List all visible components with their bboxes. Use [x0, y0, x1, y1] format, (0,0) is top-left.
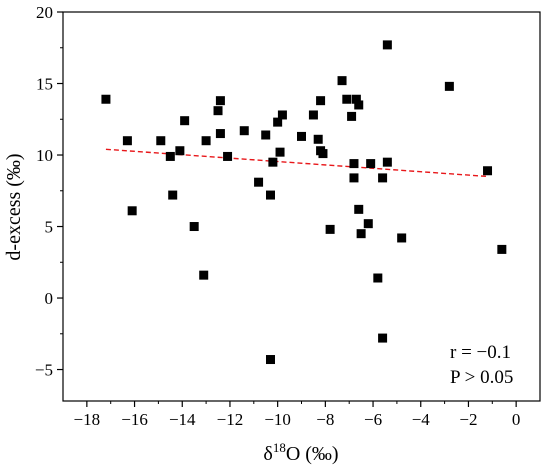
data-points [101, 40, 507, 365]
data-point [199, 270, 209, 280]
data-point [497, 244, 507, 254]
data-point [175, 146, 185, 156]
data-point [373, 273, 383, 283]
data-point [156, 136, 166, 146]
y-tick-label: 0 [45, 289, 54, 308]
y-ticks: −5 0 5 10 15 20 [35, 3, 63, 380]
data-point [122, 136, 132, 146]
x-tick-label: −16 [121, 410, 148, 429]
data-point [215, 129, 225, 139]
x-tick-label: −4 [412, 410, 431, 429]
data-point [397, 233, 407, 243]
data-point [337, 76, 347, 86]
data-point [268, 157, 278, 167]
data-point [213, 106, 223, 116]
data-point [316, 96, 326, 106]
data-point [165, 151, 175, 161]
data-point [189, 222, 199, 232]
data-point [483, 166, 493, 176]
data-point [215, 96, 225, 106]
data-point [261, 130, 271, 140]
data-point [349, 159, 359, 169]
x-ticks: −18 −16 −14 −12 −10 −8 −6 −4 −2 0 [74, 401, 521, 429]
data-point [378, 333, 388, 343]
trend-line [105, 148, 488, 178]
data-point [349, 173, 359, 183]
x-tick-label: −14 [169, 410, 196, 429]
data-point [351, 94, 361, 104]
y-tick-label: 10 [36, 146, 53, 165]
data-point [308, 110, 318, 120]
data-point [444, 81, 454, 91]
data-point [273, 117, 283, 127]
data-point [382, 40, 392, 50]
y-tick-label: 5 [45, 218, 54, 237]
data-point [297, 131, 306, 141]
data-point [342, 94, 352, 104]
data-point [239, 126, 249, 136]
x-axis-title-main: δ [263, 443, 272, 465]
data-point [277, 110, 287, 120]
data-point [325, 224, 335, 234]
y-tick-label: −5 [35, 361, 53, 380]
x-axis-title-rest: O (‰) [286, 443, 339, 465]
data-point [180, 116, 190, 126]
data-point [318, 149, 328, 159]
x-axis-title: δ18O (‰) [263, 440, 338, 465]
data-point [354, 100, 364, 110]
data-point [201, 136, 211, 146]
x-tick-label: −10 [264, 410, 291, 429]
data-point [254, 177, 264, 187]
data-point [265, 190, 275, 200]
data-point [313, 134, 323, 144]
data-point [347, 111, 357, 121]
x-tick-label: −8 [316, 410, 334, 429]
data-point [354, 204, 364, 214]
data-point [223, 151, 233, 161]
x-tick-label: −12 [217, 410, 244, 429]
y-axis-title: d-excess (‰) [3, 153, 25, 260]
x-axis-title-sup: 18 [273, 440, 286, 455]
x-tick-label: −18 [74, 410, 101, 429]
data-point [127, 206, 137, 216]
x-tick-label: −6 [364, 410, 382, 429]
x-tick-label: 0 [512, 410, 521, 429]
x-tick-label: −2 [459, 410, 477, 429]
data-point [168, 190, 178, 200]
y-tick-label: 15 [36, 75, 53, 94]
data-point [101, 94, 111, 104]
data-point [366, 159, 376, 169]
data-point [363, 219, 373, 229]
data-point [382, 157, 392, 167]
data-point [378, 173, 388, 183]
data-point [265, 355, 275, 365]
data-point [275, 147, 285, 157]
r-annotation: r = −0.1 [450, 342, 511, 363]
data-point [356, 229, 366, 239]
p-annotation: P > 0.05 [450, 367, 513, 388]
y-tick-label: 20 [36, 3, 53, 22]
